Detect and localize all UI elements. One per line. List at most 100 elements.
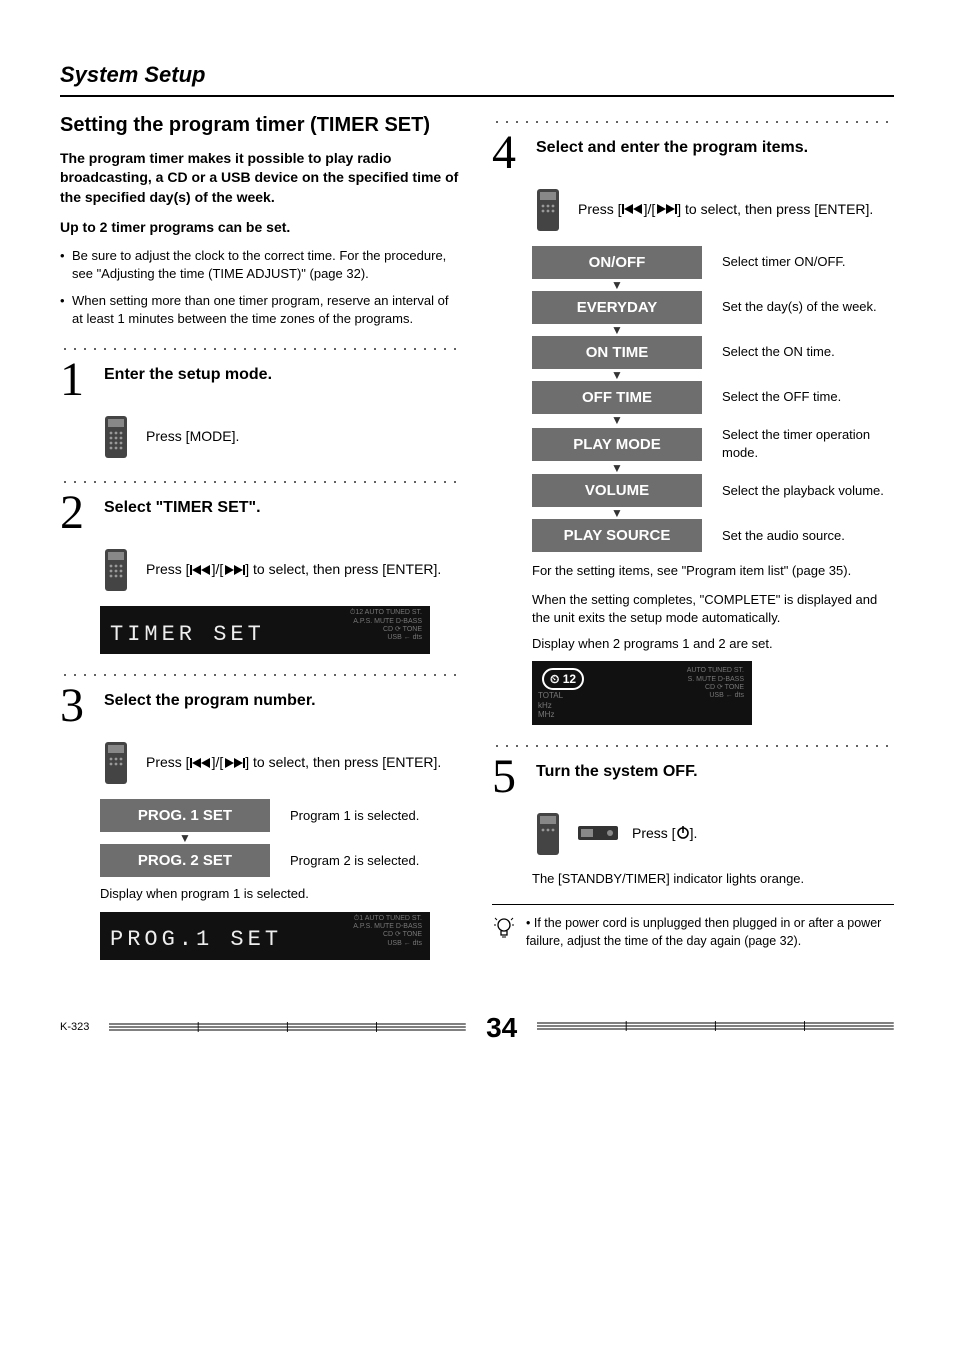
menu-desc: Set the audio source. bbox=[722, 527, 894, 545]
menu-prog2: PROG. 2 SET bbox=[100, 844, 270, 877]
skip-back-icon bbox=[190, 561, 212, 581]
skip-fwd-icon bbox=[223, 754, 245, 774]
page-footer: K-323 34 bbox=[60, 1008, 894, 1047]
menu-row: EVERYDAY Set the day(s) of the week. bbox=[532, 291, 894, 324]
note-item: Be sure to adjust the clock to the corre… bbox=[60, 247, 462, 283]
step-2-instruction: Press []/[] to select, then press [ENTER… bbox=[100, 546, 462, 594]
menu-prog1: PROG. 1 SET bbox=[100, 799, 270, 832]
remote-icon bbox=[532, 186, 564, 234]
remote-icon bbox=[100, 546, 132, 594]
main-columns: Setting the program timer (TIMER SET) Th… bbox=[60, 113, 894, 968]
arrow-down-icon: ▼ bbox=[532, 414, 702, 426]
menu-desc: Program 1 is selected. bbox=[290, 807, 462, 825]
display-status-icons: AUTO TUNED ST.S. MUTE D-BASSCD ⟳ TONEUSB… bbox=[687, 667, 744, 701]
menu-playsource: PLAY SOURCE bbox=[532, 519, 702, 552]
display-programs-set: ⏲ 12 AUTO TUNED ST.S. MUTE D-BASSCD ⟳ TO… bbox=[532, 661, 752, 725]
caption: Display when 2 programs 1 and 2 are set. bbox=[532, 635, 894, 653]
page-title: System Setup bbox=[60, 60, 894, 97]
intro-text-2: Up to 2 timer programs can be set. bbox=[60, 218, 462, 238]
item-menu: ON/OFFSelect timer ON/OFF. ▼ EVERYDAYSet… bbox=[532, 246, 894, 552]
remote-icon bbox=[100, 739, 132, 787]
menu-onoff: ON/OFF bbox=[532, 246, 702, 279]
text: ] to select, then press [ENTER]. bbox=[245, 754, 441, 770]
text: ]/[ bbox=[212, 754, 224, 770]
separator bbox=[60, 340, 462, 350]
instruction-text: Press []. bbox=[632, 824, 697, 844]
display-prog1: ⏱1 AUTO TUNED ST.A.P.S. MUTE D-BASSCD ⟳ … bbox=[100, 912, 430, 960]
device-icon bbox=[578, 822, 618, 846]
arrow-down-icon: ▼ bbox=[532, 324, 702, 336]
notes-list: Be sure to adjust the clock to the corre… bbox=[60, 247, 462, 328]
after-text-1: For the setting items, see "Program item… bbox=[532, 562, 894, 580]
menu-desc: Program 2 is selected. bbox=[290, 852, 462, 870]
menu-desc: Select the OFF time. bbox=[722, 388, 894, 406]
menu-desc: Select the playback volume. bbox=[722, 482, 894, 500]
after-text-2: When the setting completes, "COMPLETE" i… bbox=[532, 591, 894, 627]
lightbulb-icon bbox=[492, 915, 516, 950]
menu-row: PROG. 1 SET Program 1 is selected. bbox=[100, 799, 462, 832]
display-left-labels: TOTALkHzMHz bbox=[538, 691, 563, 720]
menu-desc: Select the timer operation mode. bbox=[722, 426, 894, 462]
tip-box: • If the power cord is unplugged then pl… bbox=[492, 904, 894, 950]
arrow-down-icon: ▼ bbox=[532, 462, 702, 474]
caption: Display when program 1 is selected. bbox=[100, 885, 462, 903]
instruction-text: Press []/[] to select, then press [ENTER… bbox=[578, 200, 873, 220]
step-number: 4 bbox=[492, 131, 526, 174]
footer-rule-left bbox=[109, 1022, 466, 1032]
display-timer-set: ⏱12 AUTO TUNED ST.A.P.S. MUTE D-BASSCD ⟳… bbox=[100, 606, 430, 654]
display-status-icons: ⏱12 AUTO TUNED ST.A.P.S. MUTE D-BASSCD ⟳… bbox=[350, 609, 422, 643]
step-title: Enter the setup mode. bbox=[104, 364, 272, 386]
display-text: TIMER SET bbox=[110, 620, 265, 651]
arrow-down-icon: ▼ bbox=[532, 369, 702, 381]
step-1-instruction: Press [MODE]. bbox=[100, 413, 462, 461]
menu-ontime: ON TIME bbox=[532, 336, 702, 369]
step-3-instruction: Press [ ]/[ ] to select, then press [ENTER… bbox=[100, 739, 462, 787]
text: Press [ bbox=[146, 754, 190, 770]
menu-playmode: PLAY MODE bbox=[532, 428, 702, 461]
intro-text: The program timer makes it possible to p… bbox=[60, 149, 462, 208]
skip-back-icon bbox=[622, 200, 644, 220]
instruction-text: Press []/[] to select, then press [ENTER… bbox=[146, 560, 441, 580]
separator bbox=[60, 473, 462, 483]
menu-desc: Set the day(s) of the week. bbox=[722, 298, 894, 316]
separator bbox=[60, 666, 462, 676]
step-number: 5 bbox=[492, 755, 526, 798]
power-icon bbox=[676, 825, 690, 845]
text: ]/[ bbox=[212, 561, 224, 577]
separator bbox=[492, 737, 894, 747]
menu-offtime: OFF TIME bbox=[532, 381, 702, 414]
skip-back-icon bbox=[190, 754, 212, 774]
prog-menu: PROG. 1 SET Program 1 is selected. ▼ PRO… bbox=[100, 799, 462, 877]
arrow-down-icon: ▼ bbox=[100, 832, 270, 844]
menu-row: PROG. 2 SET Program 2 is selected. bbox=[100, 844, 462, 877]
separator bbox=[492, 113, 894, 123]
tip-text: • If the power cord is unplugged then pl… bbox=[526, 915, 894, 950]
menu-row: OFF TIME Select the OFF time. bbox=[532, 381, 894, 414]
step-5-instruction: Press []. bbox=[532, 810, 894, 858]
instruction-text: Press [ ]/[ ] to select, then press [ENTER… bbox=[146, 753, 441, 773]
section-heading: Setting the program timer (TIMER SET) bbox=[60, 113, 462, 137]
text: ]/[ bbox=[644, 201, 656, 217]
skip-fwd-icon bbox=[655, 200, 677, 220]
display-status-icons: ⏱1 AUTO TUNED ST.A.P.S. MUTE D-BASSCD ⟳ … bbox=[353, 915, 422, 949]
badge-text: 12 bbox=[563, 672, 576, 686]
remote-icon bbox=[532, 810, 564, 858]
step-title: Select the program number. bbox=[104, 690, 316, 712]
menu-everyday: EVERYDAY bbox=[532, 291, 702, 324]
menu-row: ON TIMESelect the ON time. bbox=[532, 336, 894, 369]
remote-icon bbox=[100, 413, 132, 461]
text: ] to select, then press [ENTER]. bbox=[677, 201, 873, 217]
page-number: 34 bbox=[486, 1008, 517, 1047]
after-text: The [STANDBY/TIMER] indicator lights ora… bbox=[532, 870, 894, 888]
footer-rule-right bbox=[537, 1021, 894, 1031]
step-title: Select and enter the program items. bbox=[536, 137, 808, 159]
display-text: PROG.1 SET bbox=[110, 925, 282, 956]
timer-badge: ⏲ 12 bbox=[542, 668, 584, 690]
tip-content: If the power cord is unplugged then plug… bbox=[526, 916, 881, 948]
step-5: 5 Turn the system OFF. bbox=[492, 755, 894, 798]
text: Press [ bbox=[632, 825, 676, 841]
model-label: K-323 bbox=[60, 1020, 89, 1035]
step-4: 4 Select and enter the program items. bbox=[492, 131, 894, 174]
instruction-text: Press [MODE]. bbox=[146, 427, 239, 447]
right-column: 4 Select and enter the program items. Pr… bbox=[492, 113, 894, 968]
